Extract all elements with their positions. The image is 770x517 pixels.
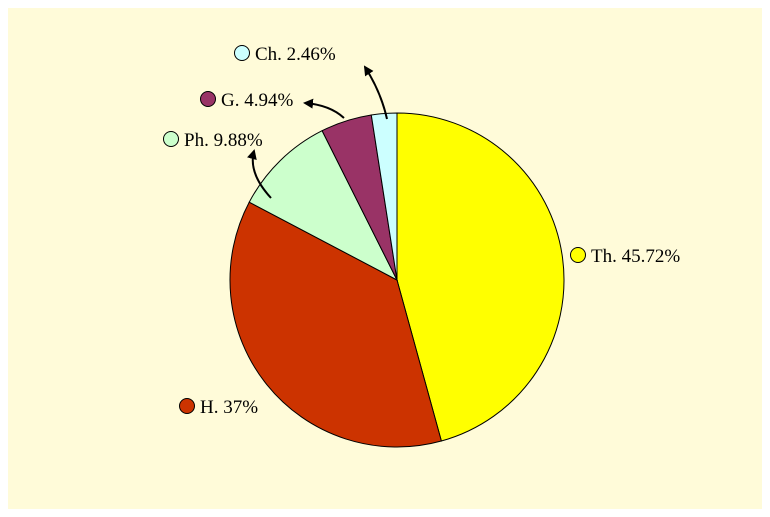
labels-layer: Th. 45.72% H. 37% Ph. 9.88% G. 4.94% Ch. 2.4… <box>163 44 680 418</box>
connector-arrow-g <box>303 98 345 119</box>
slice-label-ph: Ph. 9.88% <box>184 130 263 151</box>
label-marker-g <box>200 91 216 107</box>
connectors-layer <box>247 65 388 199</box>
chart-frame: Th. 45.72% H. 37% Ph. 9.88% G. 4.94% Ch. 2.4… <box>8 8 762 509</box>
slice-label-th: Th. 45.72% <box>591 246 680 267</box>
label-marker-th <box>570 247 586 263</box>
connector-arrow-ph <box>247 149 272 199</box>
slice-label-h: H. 37% <box>200 397 258 418</box>
slices-layer <box>229 112 565 448</box>
slice-label-g: G. 4.94% <box>221 90 293 111</box>
pie-slice-ch <box>370 112 398 281</box>
pie-slice-ph <box>248 130 399 282</box>
label-marker-ch <box>234 45 250 61</box>
label-marker-h <box>179 398 195 414</box>
pie-slice-th <box>396 112 565 442</box>
slice-label-ch: Ch. 2.46% <box>255 44 336 65</box>
label-marker-ph <box>163 131 179 147</box>
connector-arrow-ch <box>363 65 388 120</box>
pie-chart: Th. 45.72% H. 37% Ph. 9.88% G. 4.94% Ch. 2.4… <box>163 44 680 448</box>
pie-slice-h <box>229 201 442 448</box>
